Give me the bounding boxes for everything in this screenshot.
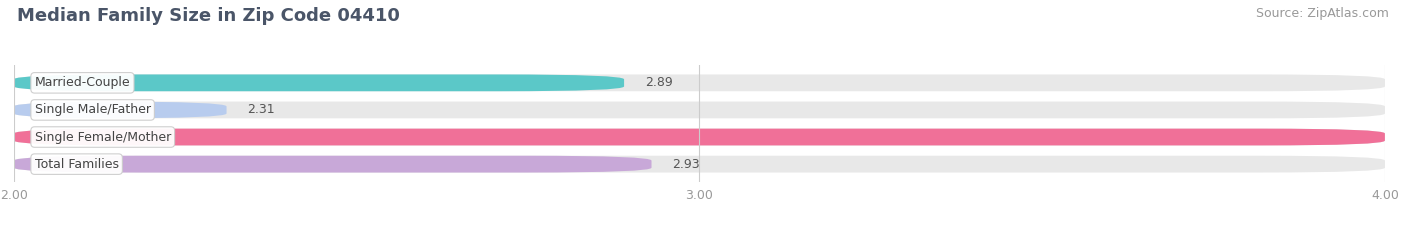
FancyBboxPatch shape <box>14 156 1385 172</box>
FancyBboxPatch shape <box>14 129 1385 145</box>
FancyBboxPatch shape <box>14 75 1385 91</box>
Text: Median Family Size in Zip Code 04410: Median Family Size in Zip Code 04410 <box>17 7 399 25</box>
Text: Source: ZipAtlas.com: Source: ZipAtlas.com <box>1256 7 1389 20</box>
Text: Married-Couple: Married-Couple <box>35 76 131 89</box>
FancyBboxPatch shape <box>14 75 624 91</box>
FancyBboxPatch shape <box>14 102 1385 118</box>
FancyBboxPatch shape <box>14 102 226 118</box>
FancyBboxPatch shape <box>14 156 651 172</box>
Text: Single Male/Father: Single Male/Father <box>35 103 150 116</box>
Text: 2.89: 2.89 <box>645 76 672 89</box>
Text: Single Female/Mother: Single Female/Mother <box>35 130 172 144</box>
FancyBboxPatch shape <box>14 129 1385 145</box>
Text: 2.93: 2.93 <box>672 158 700 171</box>
Text: 2.31: 2.31 <box>247 103 274 116</box>
Text: Total Families: Total Families <box>35 158 118 171</box>
